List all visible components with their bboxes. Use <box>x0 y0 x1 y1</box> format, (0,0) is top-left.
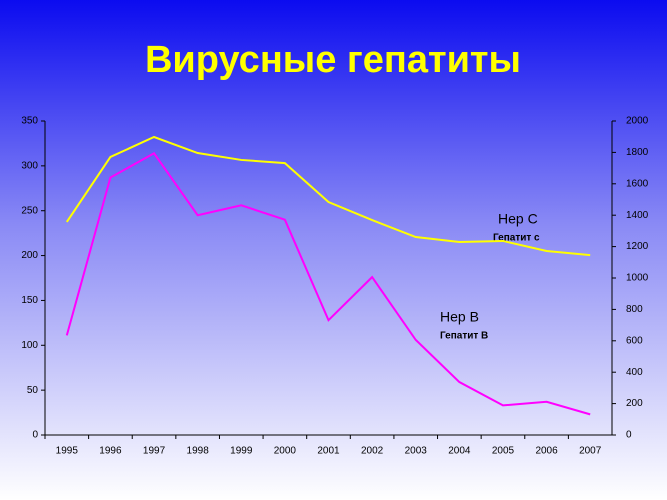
y2-tick-label: 1000 <box>626 273 649 284</box>
y-tick-label: 50 <box>27 385 39 396</box>
y2-tick-label: 1800 <box>626 147 649 158</box>
x-tick-label: 2005 <box>492 446 515 457</box>
y2-tick-label: 1400 <box>626 210 649 221</box>
x-tick-label: 2004 <box>448 446 471 457</box>
x-tick-label: 2006 <box>535 446 558 457</box>
series-line <box>65 135 591 257</box>
y2-tick-label: 2000 <box>626 116 649 127</box>
y2-tick-label: 200 <box>626 398 643 409</box>
y2-tick-label: 800 <box>626 304 643 315</box>
x-tick-label: 2001 <box>317 446 340 457</box>
x-tick-label: 1998 <box>187 446 210 457</box>
y-tick-label: 150 <box>21 295 38 306</box>
y2-tick-label: 400 <box>626 367 643 378</box>
chart-title: Вирусные гепатиты <box>145 39 521 81</box>
x-tick-label: 2003 <box>405 446 428 457</box>
x-tick-label: 1996 <box>99 446 122 457</box>
y-tick-label: 250 <box>21 205 38 216</box>
x-tick-label: 1999 <box>230 446 253 457</box>
y2-tick-label: 0 <box>626 430 632 441</box>
series-line <box>65 151 591 416</box>
y-tick-label: 100 <box>21 340 38 351</box>
annotation: Гепатит В <box>440 331 488 342</box>
annotation: Hep B <box>440 309 479 325</box>
x-tick-label: 2002 <box>361 446 384 457</box>
x-tick-label: 2007 <box>579 446 602 457</box>
annotation: Гепатит с <box>493 233 540 244</box>
y2-tick-label: 600 <box>626 335 643 346</box>
y2-tick-label: 1200 <box>626 241 649 252</box>
x-tick-label: 1995 <box>56 446 79 457</box>
x-tick-label: 1997 <box>143 446 166 457</box>
y-tick-label: 350 <box>21 116 38 127</box>
y-tick-label: 200 <box>21 250 38 261</box>
y2-tick-label: 1600 <box>626 178 649 189</box>
x-tick-label: 2000 <box>274 446 297 457</box>
annotation: Hep C <box>498 211 538 227</box>
y-tick-label: 0 <box>32 430 38 441</box>
y-tick-label: 300 <box>21 160 38 171</box>
